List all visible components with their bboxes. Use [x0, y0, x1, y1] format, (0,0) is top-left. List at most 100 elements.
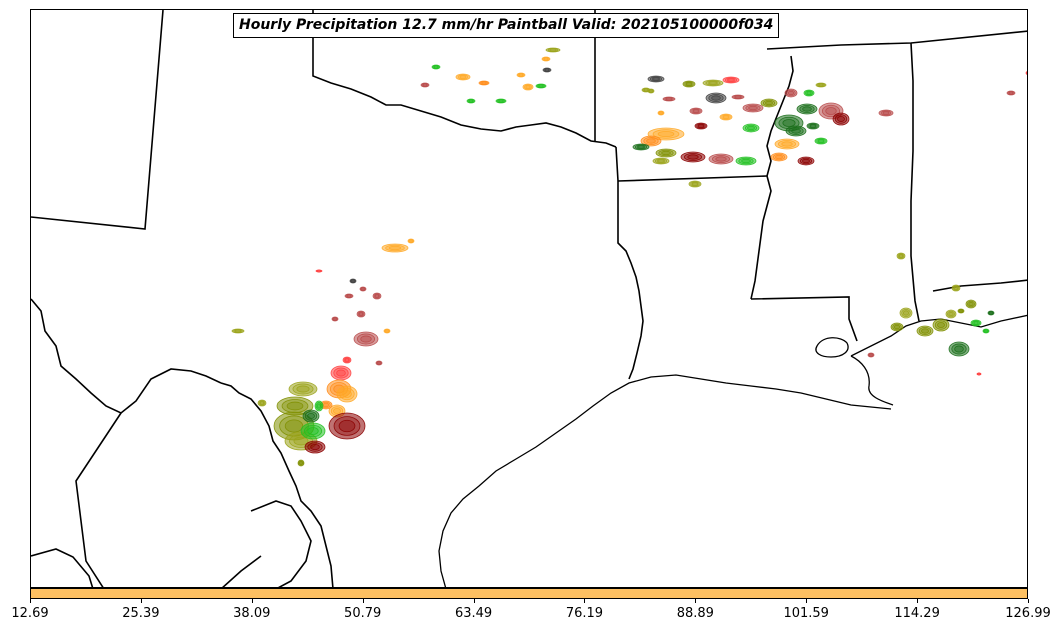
precip-contour: [543, 57, 549, 61]
border-louisiana-north: [750, 296, 858, 342]
precip-contour: [781, 141, 793, 147]
colorbar-tick: [806, 599, 808, 603]
precip-contour: [959, 309, 963, 313]
precip-contour: [459, 75, 467, 79]
precip-contour: [802, 106, 812, 112]
gulf-coast-texas: [438, 374, 892, 587]
precip-contour: [661, 150, 671, 156]
precip-contour: [1026, 71, 1027, 75]
precip-contour: [782, 119, 796, 127]
precip-contour: [544, 68, 550, 72]
border-sw-mexico: [31, 548, 94, 587]
precip-contour: [422, 83, 428, 87]
precip-contour: [817, 139, 825, 143]
colorbar-tick: [140, 599, 142, 603]
precip-contour: [687, 154, 699, 160]
precip-contour: [234, 329, 242, 333]
precip-contour: [299, 461, 303, 465]
precip-contour: [549, 48, 557, 52]
precip-contour: [307, 427, 319, 435]
border-texas-panhandle: [312, 10, 617, 148]
precip-contour: [342, 390, 352, 398]
border-ms-al: [910, 42, 920, 322]
precip-contour: [296, 385, 310, 393]
precip-contour: [787, 90, 795, 96]
gulf-coast-east: [850, 314, 1027, 357]
precip-contour: [336, 369, 346, 377]
precip-contour: [802, 158, 810, 164]
precip-contour: [791, 128, 801, 134]
precip-contour: [518, 73, 524, 77]
precip-contour: [385, 329, 389, 333]
border-mexico-inner: [250, 500, 312, 587]
precip-contour: [538, 84, 544, 88]
precip-contour: [953, 286, 959, 290]
precip-contour: [351, 279, 355, 283]
map-title: Hourly Precipitation 12.7 mm/hr Paintbal…: [233, 13, 780, 38]
precip-contour: [898, 254, 904, 258]
precip-contour: [374, 294, 380, 298]
precip-contour: [333, 317, 337, 321]
colorbar-tick: [30, 599, 31, 603]
border-nm-co-line: [31, 10, 164, 230]
precip-contour: [825, 107, 837, 115]
precip-contour: [692, 109, 700, 113]
precip-contour: [968, 301, 974, 307]
louisiana-lake: [815, 337, 849, 358]
precip-contour: [433, 65, 439, 69]
precip-contour: [286, 401, 304, 411]
precip-contour: [685, 82, 693, 86]
precip-contour: [333, 416, 361, 436]
precip-contour: [657, 130, 675, 138]
precip-contour: [747, 125, 755, 131]
colorbar-tick-label: 38.09: [233, 606, 271, 621]
colorbar-tick-label: 76.19: [565, 606, 604, 621]
precip-contour: [821, 104, 841, 118]
border-mexico-small: [222, 555, 262, 587]
precip-contour: [902, 310, 910, 316]
delta: [850, 355, 894, 406]
precip-contour: [809, 124, 817, 128]
colorbar-tick: [584, 599, 586, 603]
precip-contour: [722, 115, 730, 119]
colorbar-tick-label: 63.49: [454, 606, 493, 621]
precip-contour: [708, 81, 718, 85]
precip-contour: [748, 105, 758, 111]
precip-contour: [727, 78, 735, 82]
precip-contour: [657, 159, 665, 163]
precip-contour: [317, 269, 321, 273]
precip-contour: [1008, 91, 1014, 95]
precip-contour: [360, 335, 372, 343]
precip-contour: [984, 329, 988, 333]
colorbar-tick-label: 101.59: [783, 606, 829, 621]
precip-contour: [333, 407, 341, 415]
precip-contour: [292, 383, 314, 395]
precip-contour: [937, 321, 945, 329]
precip-contour: [649, 89, 653, 93]
precip-contour: [806, 91, 812, 95]
border-arkansas-south: [617, 175, 768, 182]
precip-contour: [310, 443, 320, 451]
precip-contour: [481, 81, 487, 85]
border-texas-nm-west: [31, 298, 222, 414]
precip-contour: [322, 402, 330, 408]
state-borders: [31, 10, 1027, 587]
precip-contour: [303, 424, 323, 438]
colorbar-tick: [251, 599, 253, 603]
precip-contour: [307, 412, 315, 420]
precip-contour: [665, 97, 673, 101]
precip-contour: [741, 158, 751, 164]
precip-contour: [646, 138, 656, 144]
border-mississippi-river: [750, 55, 794, 300]
precip-contour: [691, 182, 699, 186]
precip-contour: [921, 328, 929, 334]
colorbar-tick-label: 114.29: [894, 606, 940, 621]
precip-contour: [734, 95, 742, 99]
precip-contour: [356, 333, 376, 345]
precip-contour: [284, 419, 304, 433]
precip-contour: [361, 287, 365, 291]
colorbar-tick: [1028, 599, 1029, 603]
precip-contour: [948, 311, 954, 317]
precip-contour: [293, 436, 309, 446]
precip-contour: [818, 83, 824, 87]
